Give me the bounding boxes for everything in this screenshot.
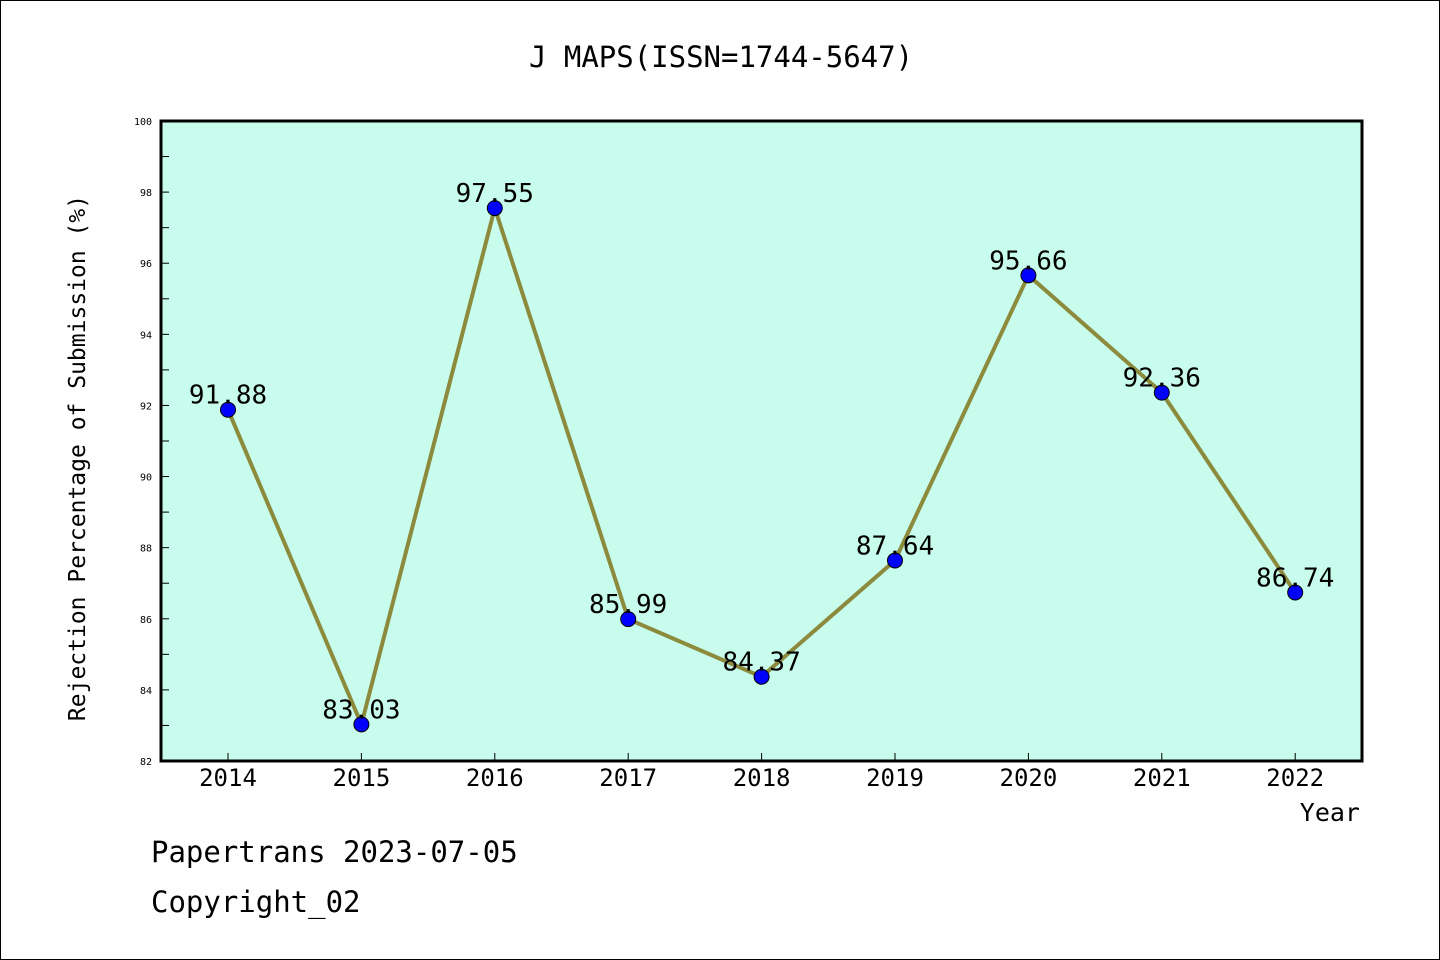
y-tick-label: 88	[140, 544, 152, 555]
y-tick-label: 96	[140, 259, 152, 270]
y-tick-label: 86	[140, 615, 152, 626]
data-label-2014: 91.88	[189, 381, 267, 411]
data-label-2016: 97.55	[456, 179, 534, 209]
copyright-note: Copyright_02	[151, 885, 361, 919]
y-axis-label: Rejection Percentage of Submission (%)	[65, 195, 91, 721]
y-tick-label: 82	[140, 757, 152, 768]
data-label-2015: 83.03	[322, 695, 400, 725]
data-label-2021: 92.36	[1123, 364, 1201, 394]
y-tick-label: 90	[140, 473, 152, 484]
x-axis-ticks: 2014 2015 2016 2017 2018 2019 2020 2021 2022	[199, 753, 1324, 792]
y-tick-label: 98	[140, 188, 152, 199]
x-tick-label: 2017	[599, 764, 657, 792]
x-tick-label: 2016	[466, 764, 524, 792]
data-label-2017: 85.99	[589, 590, 667, 620]
data-point-2020	[1020, 267, 1037, 284]
plot-area	[159, 119, 1364, 763]
data-point-2017	[620, 611, 637, 628]
data-label-2019: 87.64	[856, 531, 934, 561]
y-tick-label: 94	[140, 330, 152, 341]
x-tick-label: 2021	[1133, 764, 1191, 792]
data-point-2022	[1287, 584, 1304, 601]
x-tick-label: 2018	[733, 764, 791, 792]
chart-title: J MAPS(ISSN=1744-5647)	[529, 40, 913, 74]
y-tick-label: 100	[134, 117, 152, 128]
data-points	[220, 200, 1304, 733]
x-axis-label: Year	[1300, 798, 1360, 827]
x-tick-label: 2022	[1266, 764, 1324, 792]
data-labels: 91.88 83.03 97.55 85.99 84.37 87.64 95.66 92.36…	[189, 179, 1334, 725]
data-point-2014	[220, 401, 236, 418]
x-tick-label: 2020	[1000, 764, 1058, 792]
y-tick-label: 84	[140, 686, 152, 697]
data-point-2015	[353, 716, 370, 733]
data-label-2022: 86.74	[1256, 563, 1334, 593]
data-point-2019	[887, 552, 903, 569]
y-tick-label: 92	[140, 401, 152, 412]
x-tick-label: 2014	[199, 764, 257, 792]
data-label-2018: 84.37	[722, 648, 800, 678]
data-point-2016	[486, 200, 503, 217]
y-axis-ticks: 82 84 86 88 90 92 94 96 98 100	[134, 117, 169, 768]
x-tick-label: 2015	[333, 764, 391, 792]
data-point-2021	[1153, 384, 1170, 401]
data-point-2018	[753, 668, 770, 685]
data-label-2020: 95.66	[989, 246, 1067, 276]
source-note: Papertrans 2023-07-05	[151, 835, 518, 869]
x-tick-label: 2019	[866, 764, 924, 792]
